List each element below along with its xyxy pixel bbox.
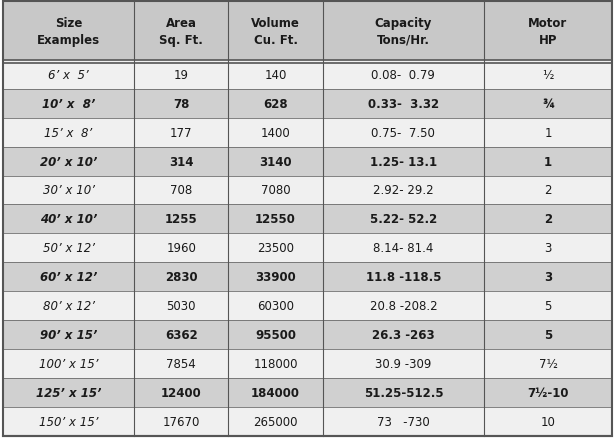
Text: 17670: 17670 bbox=[162, 415, 200, 428]
Bar bbox=[3, 407, 612, 436]
Text: 20’ x 10’: 20’ x 10’ bbox=[40, 155, 97, 168]
Text: 6’ x  5’: 6’ x 5’ bbox=[48, 69, 89, 81]
Text: 0.75-  7.50: 0.75- 7.50 bbox=[371, 127, 435, 139]
Text: ½: ½ bbox=[542, 69, 554, 81]
Text: 90’ x 15’: 90’ x 15’ bbox=[40, 328, 97, 341]
Text: 7½-10: 7½-10 bbox=[527, 386, 569, 399]
Text: 5: 5 bbox=[544, 300, 552, 312]
Text: 0.33-  3.32: 0.33- 3.32 bbox=[368, 98, 439, 110]
Bar bbox=[3, 118, 612, 147]
Text: 1: 1 bbox=[544, 155, 552, 168]
Bar bbox=[3, 263, 612, 292]
Bar bbox=[3, 378, 612, 407]
Text: 314: 314 bbox=[169, 155, 193, 168]
Text: 2830: 2830 bbox=[165, 271, 197, 284]
Bar bbox=[3, 2, 612, 61]
Text: Area
Sq. Ft.: Area Sq. Ft. bbox=[159, 17, 203, 46]
Text: Capacity
Tons/Hr.: Capacity Tons/Hr. bbox=[375, 17, 432, 46]
Text: 265000: 265000 bbox=[253, 415, 298, 428]
Text: 2: 2 bbox=[544, 213, 552, 226]
Text: 3140: 3140 bbox=[260, 155, 292, 168]
Text: 5.22- 52.2: 5.22- 52.2 bbox=[370, 213, 437, 226]
Text: 19: 19 bbox=[173, 69, 189, 81]
Text: 95500: 95500 bbox=[255, 328, 296, 341]
Text: 11.8 -118.5: 11.8 -118.5 bbox=[366, 271, 441, 284]
Text: 100’ x 15’: 100’ x 15’ bbox=[39, 357, 98, 370]
Text: 80’ x 12’: 80’ x 12’ bbox=[42, 300, 95, 312]
Text: 8.14- 81.4: 8.14- 81.4 bbox=[373, 242, 434, 255]
Bar bbox=[3, 176, 612, 205]
Text: 10: 10 bbox=[541, 415, 555, 428]
Bar bbox=[3, 147, 612, 176]
Text: 708: 708 bbox=[170, 184, 192, 197]
Text: 7080: 7080 bbox=[261, 184, 290, 197]
Bar bbox=[3, 90, 612, 118]
Text: 1.25- 13.1: 1.25- 13.1 bbox=[370, 155, 437, 168]
Text: 125’ x 15’: 125’ x 15’ bbox=[36, 386, 101, 399]
Bar bbox=[3, 349, 612, 378]
Text: 150’ x 15’: 150’ x 15’ bbox=[39, 415, 98, 428]
Text: 12550: 12550 bbox=[255, 213, 296, 226]
Text: 26.3 -263: 26.3 -263 bbox=[372, 328, 435, 341]
Text: 10’ x  8’: 10’ x 8’ bbox=[42, 98, 95, 110]
Text: 1: 1 bbox=[544, 127, 552, 139]
Text: ¾: ¾ bbox=[542, 98, 554, 110]
Text: 3: 3 bbox=[544, 271, 552, 284]
Text: 51.25-512.5: 51.25-512.5 bbox=[363, 386, 443, 399]
Text: Size
Examples: Size Examples bbox=[37, 17, 100, 46]
Text: 3: 3 bbox=[544, 242, 552, 255]
Text: 1960: 1960 bbox=[166, 242, 196, 255]
Bar bbox=[3, 321, 612, 349]
Bar bbox=[3, 61, 612, 90]
Text: 177: 177 bbox=[170, 127, 192, 139]
Text: 73   -730: 73 -730 bbox=[377, 415, 430, 428]
Text: 1255: 1255 bbox=[165, 213, 197, 226]
Text: 23500: 23500 bbox=[257, 242, 294, 255]
Text: 2.92- 29.2: 2.92- 29.2 bbox=[373, 184, 434, 197]
Text: 5: 5 bbox=[544, 328, 552, 341]
Bar bbox=[3, 292, 612, 321]
Text: 140: 140 bbox=[264, 69, 287, 81]
Text: 184000: 184000 bbox=[251, 386, 300, 399]
Text: 20.8 -208.2: 20.8 -208.2 bbox=[370, 300, 437, 312]
Text: 118000: 118000 bbox=[253, 357, 298, 370]
Text: 33900: 33900 bbox=[255, 271, 296, 284]
Text: 628: 628 bbox=[263, 98, 288, 110]
Text: 30’ x 10’: 30’ x 10’ bbox=[42, 184, 95, 197]
Text: 1400: 1400 bbox=[261, 127, 290, 139]
Bar bbox=[3, 234, 612, 263]
Text: 0.08-  0.79: 0.08- 0.79 bbox=[371, 69, 435, 81]
Text: Motor
HP: Motor HP bbox=[528, 17, 568, 46]
Text: 5030: 5030 bbox=[167, 300, 196, 312]
Text: 6362: 6362 bbox=[165, 328, 197, 341]
Bar bbox=[3, 205, 612, 234]
Text: 12400: 12400 bbox=[161, 386, 202, 399]
Text: 2: 2 bbox=[544, 184, 552, 197]
Text: 60’ x 12’: 60’ x 12’ bbox=[40, 271, 97, 284]
Text: Volume
Cu. Ft.: Volume Cu. Ft. bbox=[251, 17, 300, 46]
Text: 7½: 7½ bbox=[539, 357, 557, 370]
Text: 50’ x 12’: 50’ x 12’ bbox=[42, 242, 95, 255]
Text: 40’ x 10’: 40’ x 10’ bbox=[40, 213, 97, 226]
Text: 60300: 60300 bbox=[257, 300, 294, 312]
Text: 7854: 7854 bbox=[166, 357, 196, 370]
Text: 15’ x  8’: 15’ x 8’ bbox=[44, 127, 93, 139]
Text: 78: 78 bbox=[173, 98, 189, 110]
Text: 30.9 -309: 30.9 -309 bbox=[375, 357, 432, 370]
